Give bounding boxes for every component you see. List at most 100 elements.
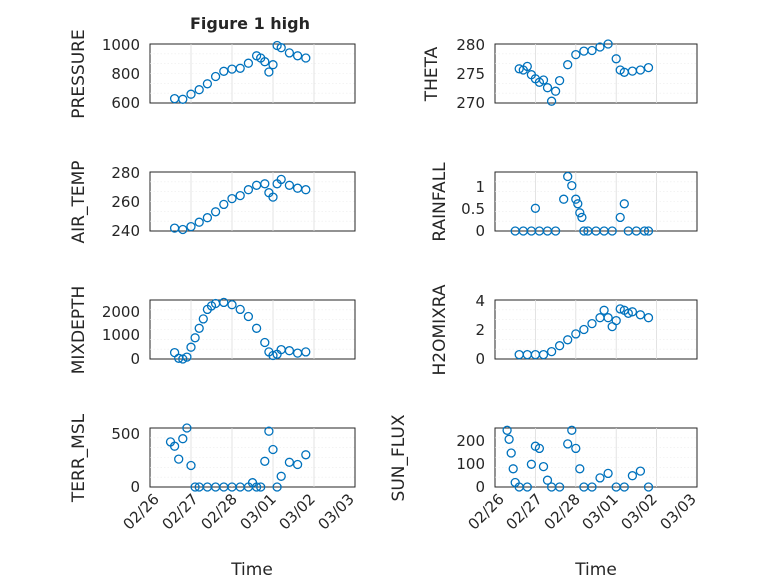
- data-point: [219, 66, 229, 76]
- data-point: [251, 323, 262, 333]
- data-point: [292, 459, 303, 470]
- data-point: [198, 314, 208, 324]
- y-tick-label: 2000: [102, 303, 140, 321]
- data-point: [639, 226, 650, 236]
- data-point: [235, 304, 245, 315]
- data-point: [264, 67, 274, 77]
- data-point: [210, 71, 221, 82]
- data-point: [284, 48, 295, 58]
- panel-6-grid: [150, 428, 355, 487]
- data-point: [190, 482, 200, 492]
- y-tick-label: 0: [475, 478, 485, 496]
- panel-7-grid: [495, 428, 697, 487]
- data-point: [301, 450, 311, 460]
- data-point: [301, 347, 311, 357]
- y-tick-label: 280: [111, 164, 140, 182]
- y-tick-label: 4: [475, 292, 485, 310]
- y-axis-label: H2OMIXRA: [430, 284, 450, 375]
- data-point: [603, 313, 613, 323]
- y-tick-label: 0: [130, 350, 140, 368]
- data-point: [603, 39, 613, 49]
- x-tick-label: 02/28: [198, 490, 241, 533]
- x-tick-label: 03/02: [276, 490, 319, 533]
- data-point: [615, 304, 625, 314]
- data-point: [186, 342, 196, 352]
- data-point: [563, 335, 573, 345]
- data-point: [268, 60, 278, 70]
- x-tick-label: 02/27: [503, 490, 546, 533]
- data-point: [587, 318, 597, 329]
- data-point: [623, 308, 633, 318]
- data-point: [504, 434, 514, 444]
- data-point: [559, 194, 569, 204]
- data-point: [292, 51, 303, 61]
- data-point: [260, 179, 270, 189]
- y-tick-label: 600: [111, 94, 140, 112]
- data-point: [268, 350, 278, 361]
- data-point: [530, 203, 541, 213]
- data-point: [627, 307, 638, 317]
- x-tick-label: 03/01: [579, 490, 622, 533]
- data-point: [260, 57, 270, 67]
- data-point: [643, 482, 654, 492]
- x-tick-label: 03/03: [315, 490, 358, 533]
- data-point: [506, 448, 516, 458]
- data-point: [264, 426, 274, 436]
- data-point: [526, 459, 537, 469]
- data-point: [268, 444, 278, 455]
- data-point: [579, 324, 589, 335]
- data-point: [571, 49, 581, 60]
- y-tick-label: 260: [111, 193, 140, 211]
- y-axis-label: PRESSURE: [69, 29, 89, 118]
- data-point: [276, 174, 286, 185]
- panel-sun-flux: SUN_FLUX 0 100 200: [389, 414, 698, 501]
- data-point: [251, 482, 262, 492]
- data-point: [643, 226, 654, 236]
- data-point: [546, 346, 557, 357]
- data-point: [571, 329, 581, 339]
- data-point: [599, 305, 609, 315]
- data-point: [182, 352, 192, 362]
- data-point: [619, 482, 629, 492]
- data-point: [194, 85, 204, 95]
- data-point: [178, 224, 188, 235]
- data-point: [190, 333, 200, 343]
- data-point: [182, 423, 192, 433]
- data-point: [227, 300, 237, 310]
- data-point: [260, 337, 270, 348]
- data-point: [550, 86, 561, 96]
- data-point: [301, 53, 311, 63]
- data-point: [186, 221, 196, 232]
- data-point: [534, 443, 545, 454]
- data-point: [538, 75, 549, 85]
- data-point: [508, 464, 518, 474]
- data-point: [643, 313, 654, 323]
- data-point: [522, 482, 532, 492]
- data-point: [587, 45, 597, 56]
- data-point: [635, 466, 646, 476]
- data-point: [235, 190, 245, 201]
- data-point: [546, 96, 557, 106]
- data-point: [301, 185, 311, 195]
- data-point: [284, 457, 295, 467]
- data-point: [243, 311, 254, 322]
- data-point: [575, 464, 585, 474]
- data-point: [268, 192, 278, 202]
- data-point: [573, 199, 583, 209]
- data-point: [272, 482, 282, 492]
- x-ticks-left: 02/26 02/27 02/28 03/01 03/02 03/03: [120, 490, 358, 533]
- y-axis-label: TERR_MSL: [69, 413, 89, 503]
- panel-3-grid: [495, 172, 697, 231]
- data-point: [619, 199, 629, 209]
- data-point: [538, 461, 549, 472]
- y-tick-label: 1000: [102, 326, 140, 344]
- y-tick-label: 1: [475, 178, 485, 196]
- data-point: [635, 310, 646, 320]
- data-point: [577, 212, 587, 223]
- data-point: [194, 323, 204, 333]
- data-point: [538, 349, 549, 360]
- data-point: [219, 199, 229, 210]
- data-point: [284, 346, 295, 356]
- y-tick-label: 0: [130, 478, 140, 496]
- y-tick-label: 0: [475, 222, 485, 240]
